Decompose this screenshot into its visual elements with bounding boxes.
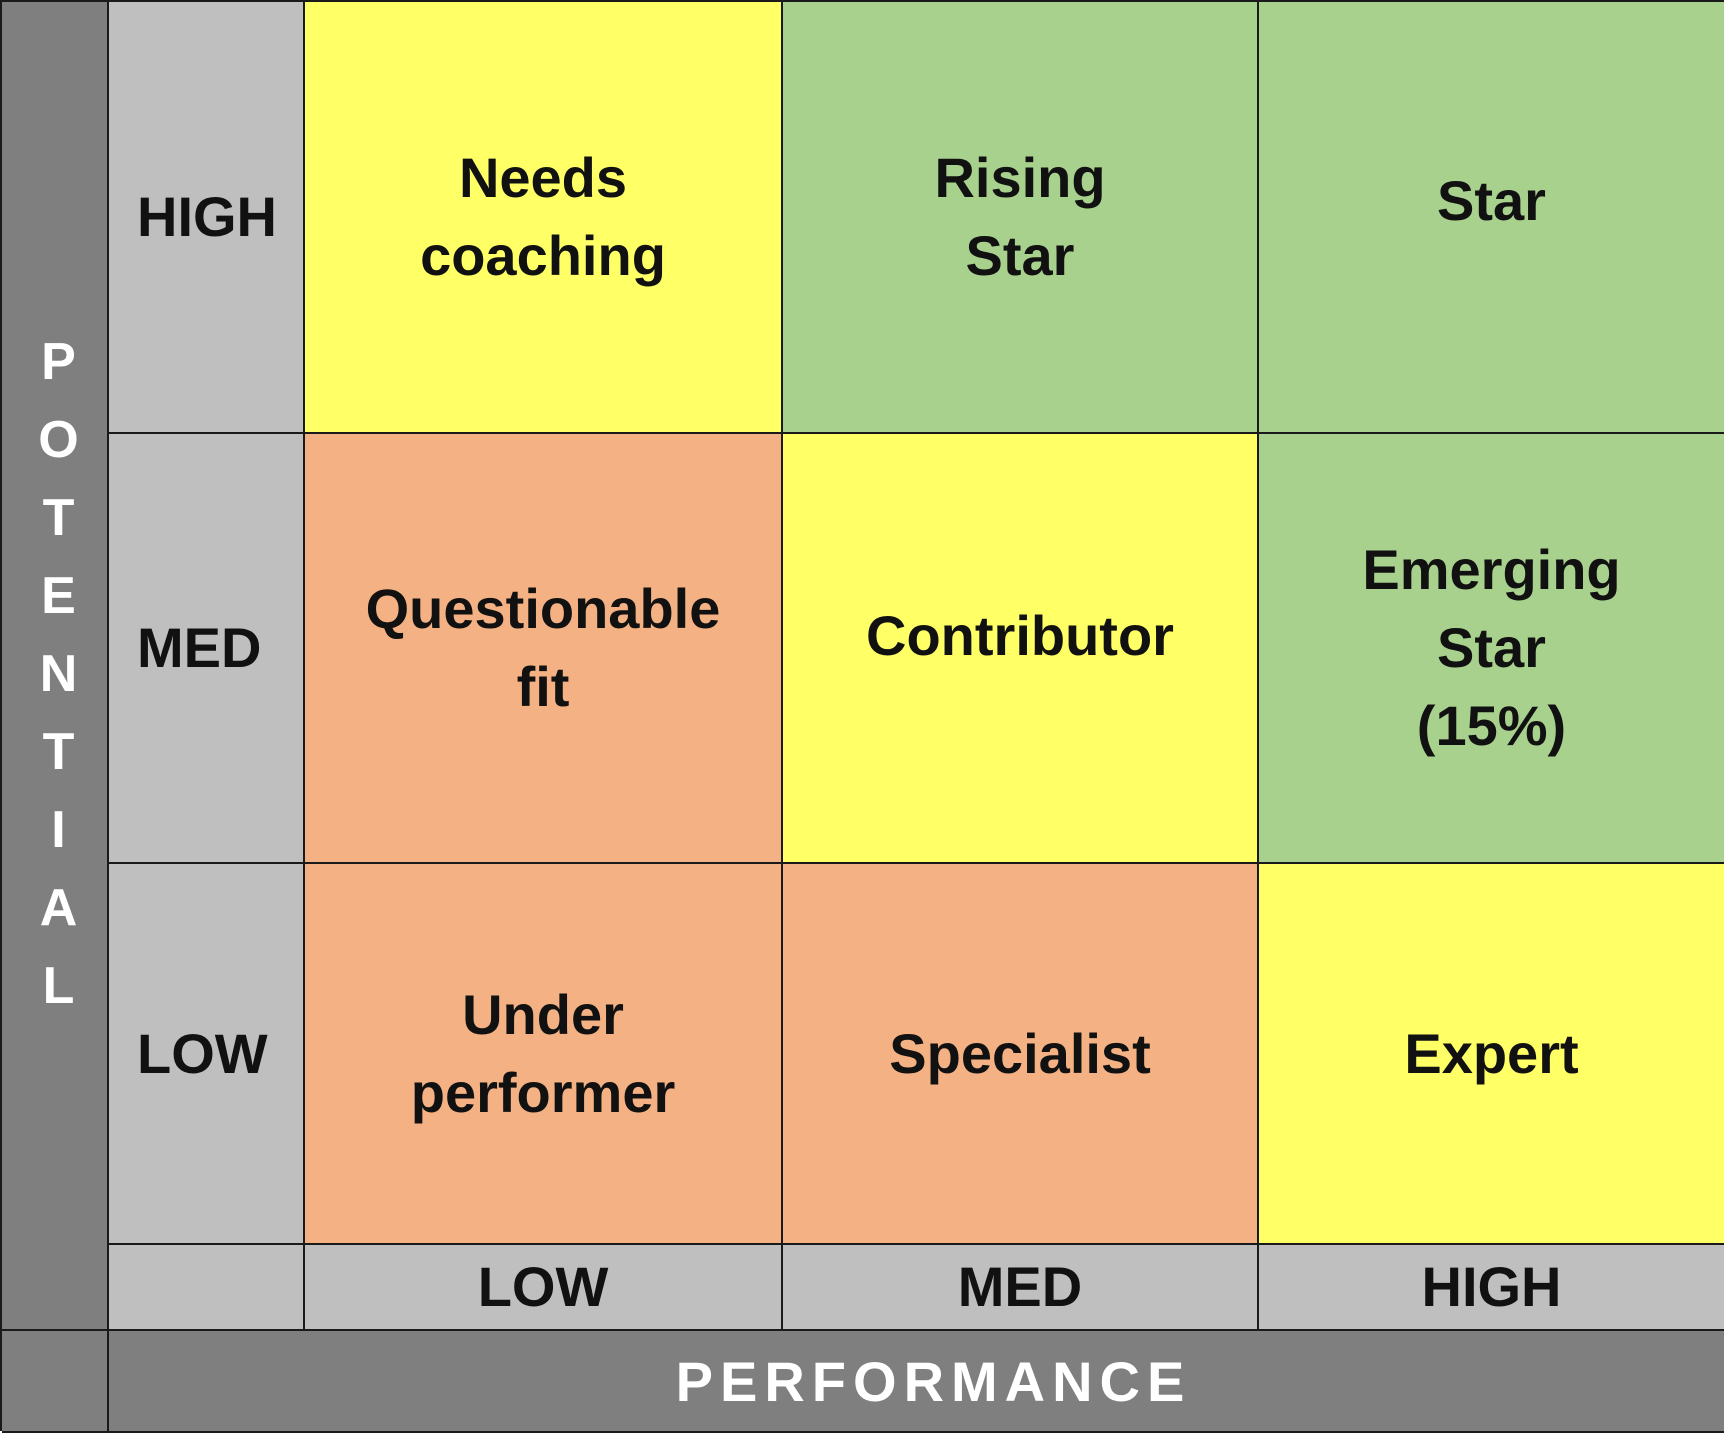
- cell-rising-star: Rising Star: [783, 2, 1259, 434]
- potential-axis-title: P O T E N T I A L: [2, 2, 109, 1331]
- row-level-high: HIGH: [109, 2, 305, 434]
- cell-contributor: Contributor: [783, 434, 1259, 864]
- axis-corner: [2, 1331, 109, 1433]
- row-level-med: MED: [109, 434, 305, 864]
- cell-emerging-star: Emerging Star (15%): [1259, 434, 1724, 864]
- cell-star: Star: [1259, 2, 1724, 434]
- column-level-low: LOW: [305, 1245, 783, 1331]
- cell-specialist: Specialist: [783, 864, 1259, 1245]
- potential-axis-label: P O T E N T I A L: [38, 332, 79, 1015]
- cell-under-performer: Under performer: [305, 864, 783, 1245]
- cell-needs-coaching: Needs coaching: [305, 2, 783, 434]
- cell-expert: Expert: [1259, 864, 1724, 1245]
- row-level-low: LOW: [109, 864, 305, 1245]
- performance-axis-title: PERFORMANCE: [109, 1331, 1724, 1433]
- cell-questionable-fit: Questionable fit: [305, 434, 783, 864]
- column-level-spacer: [109, 1245, 305, 1331]
- performance-axis-label: PERFORMANCE: [675, 1349, 1192, 1413]
- column-level-med: MED: [783, 1245, 1259, 1331]
- column-level-high: HIGH: [1259, 1245, 1724, 1331]
